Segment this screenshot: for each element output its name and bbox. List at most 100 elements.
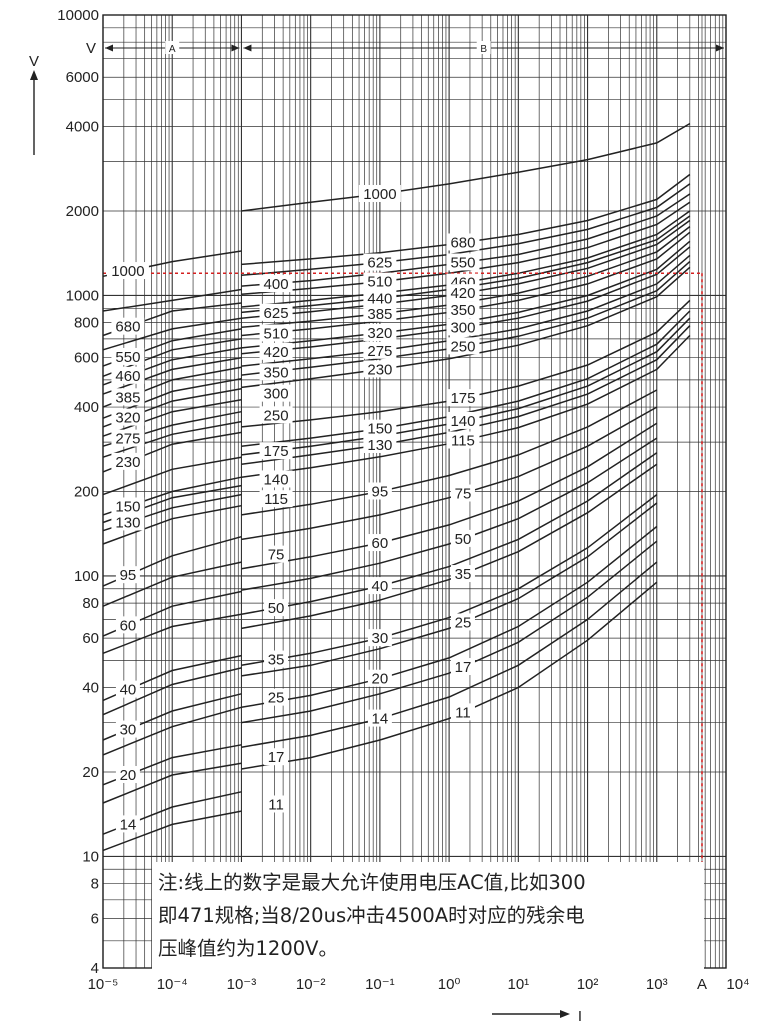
series-label-b-150: 150 bbox=[367, 421, 392, 438]
series-label-bg bbox=[367, 669, 392, 687]
series-label-bg bbox=[446, 411, 480, 429]
series-label-bg bbox=[446, 337, 480, 355]
series-label-bg bbox=[363, 253, 397, 271]
series-label-bg bbox=[264, 748, 289, 766]
series-line-b-75 bbox=[241, 406, 658, 541]
y-tick-label: 600 bbox=[74, 350, 99, 367]
y-tick-label: 4 bbox=[91, 960, 99, 977]
series-label-bg bbox=[367, 534, 392, 552]
region-B-arrow-right bbox=[716, 44, 724, 52]
series-line-a-420 bbox=[102, 356, 242, 395]
series-label-b-40: 40 bbox=[372, 578, 389, 595]
series-label-b-320: 320 bbox=[367, 325, 392, 342]
y-tick-label: 2000 bbox=[66, 203, 99, 220]
series-label-b-115: 115 bbox=[451, 433, 475, 450]
series-label-a-250: 250 bbox=[264, 407, 289, 424]
series-label-bg bbox=[446, 233, 480, 251]
series-label-b-385: 385 bbox=[367, 306, 392, 323]
series-label-b-250: 250 bbox=[450, 338, 475, 355]
series-line-a-250 bbox=[102, 420, 242, 458]
series-label-bg bbox=[259, 363, 293, 381]
series-label-b-440: 440 bbox=[367, 291, 392, 308]
series-label-b-625: 625 bbox=[367, 255, 392, 272]
series-line-a-400 bbox=[102, 288, 242, 312]
series-label-a-50: 50 bbox=[268, 600, 285, 617]
series-label-bg bbox=[259, 303, 293, 321]
series-line-a-115 bbox=[102, 504, 242, 545]
note-line-2: 即471规格;当8/20us冲击4500A时对应的残余电 bbox=[158, 904, 585, 927]
series-label-a-150: 150 bbox=[115, 498, 140, 515]
series-label-b-75: 75 bbox=[455, 486, 472, 503]
series-label-a-75: 75 bbox=[268, 547, 285, 564]
series-line-b-60 bbox=[241, 422, 658, 570]
series-line-b-14 bbox=[241, 561, 658, 748]
series-label-bg bbox=[450, 529, 475, 547]
series-label-b-30: 30 bbox=[372, 630, 389, 647]
series-line-b-625 bbox=[241, 183, 691, 277]
x-axis-label: I bbox=[578, 1008, 582, 1025]
series-line-b-20 bbox=[241, 525, 658, 709]
series-label-a-11: 11 bbox=[268, 796, 284, 813]
series-lines bbox=[102, 122, 691, 852]
series-line-b-350 bbox=[241, 231, 691, 337]
region-B-label: B bbox=[480, 44, 487, 55]
series-label-bg bbox=[367, 577, 392, 595]
y-tick-label: 20 bbox=[82, 764, 99, 781]
series-label-a-14: 14 bbox=[120, 816, 137, 833]
series-label-bg bbox=[450, 565, 475, 583]
series-label-bg bbox=[450, 484, 475, 502]
series-label-bg bbox=[363, 419, 397, 437]
series-label-bg bbox=[259, 490, 293, 508]
series-line-b-130 bbox=[241, 325, 691, 466]
series-label-b-140: 140 bbox=[450, 413, 475, 430]
series-labels: 1000 400 680 625 550 510 460 420 385 350 320 300 275… bbox=[106, 185, 480, 833]
series-label-bg bbox=[111, 388, 145, 406]
series-line-b-17 bbox=[241, 540, 658, 724]
series-label-a-460: 460 bbox=[115, 368, 140, 385]
series-line-b-25 bbox=[241, 502, 658, 677]
series-label-bg bbox=[259, 384, 293, 402]
y-axis-arrow-head bbox=[30, 70, 38, 80]
region-A-label: A bbox=[169, 44, 176, 55]
series-label-b-350: 350 bbox=[450, 302, 475, 319]
series-line-b-35 bbox=[241, 463, 658, 630]
series-label-bg bbox=[446, 431, 480, 449]
series-line-b-11 bbox=[241, 581, 658, 770]
y-tick-label: 40 bbox=[82, 680, 99, 697]
series-label-b-420: 420 bbox=[450, 285, 475, 302]
series-label-bg bbox=[111, 497, 145, 515]
series-line-b-150 bbox=[241, 310, 691, 447]
y-tick-label: 4000 bbox=[66, 119, 99, 136]
series-label-a-385: 385 bbox=[115, 389, 140, 406]
series-label-b-35: 35 bbox=[455, 566, 472, 583]
y-tick-label: 10 bbox=[82, 848, 99, 865]
series-line-b-440 bbox=[241, 215, 691, 314]
series-label-bg bbox=[259, 324, 293, 342]
series-line-b-385 bbox=[241, 226, 691, 329]
series-label-bg bbox=[115, 766, 140, 784]
series-label-a-175: 175 bbox=[264, 443, 289, 460]
series-line-b-250 bbox=[241, 261, 691, 376]
region-A-arrow-left bbox=[105, 44, 113, 52]
series-label-bg bbox=[115, 680, 140, 698]
series-label-a-550: 550 bbox=[115, 349, 140, 366]
y-tick-label: 10000 bbox=[57, 7, 99, 24]
series-line-a-175 bbox=[102, 456, 242, 496]
series-label-bg bbox=[363, 289, 397, 307]
series-line-b-510 bbox=[241, 201, 691, 296]
series-label-bg bbox=[367, 629, 392, 647]
series-label-b-300: 300 bbox=[450, 319, 475, 336]
series-label-bg bbox=[111, 513, 145, 531]
series-label-bg bbox=[111, 347, 145, 365]
series-line-b-175 bbox=[241, 299, 691, 428]
series-label-bg bbox=[358, 185, 401, 203]
series-line-b-550 bbox=[241, 193, 691, 287]
series-line-b-460 bbox=[241, 210, 691, 308]
series-label-a-510: 510 bbox=[264, 325, 289, 342]
series-label-b-17: 17 bbox=[455, 659, 472, 676]
series-label-bg bbox=[264, 650, 289, 668]
series-label-b-175: 175 bbox=[450, 390, 475, 407]
y-tick-label: 6000 bbox=[66, 69, 99, 86]
series-line-a-625 bbox=[102, 317, 242, 351]
